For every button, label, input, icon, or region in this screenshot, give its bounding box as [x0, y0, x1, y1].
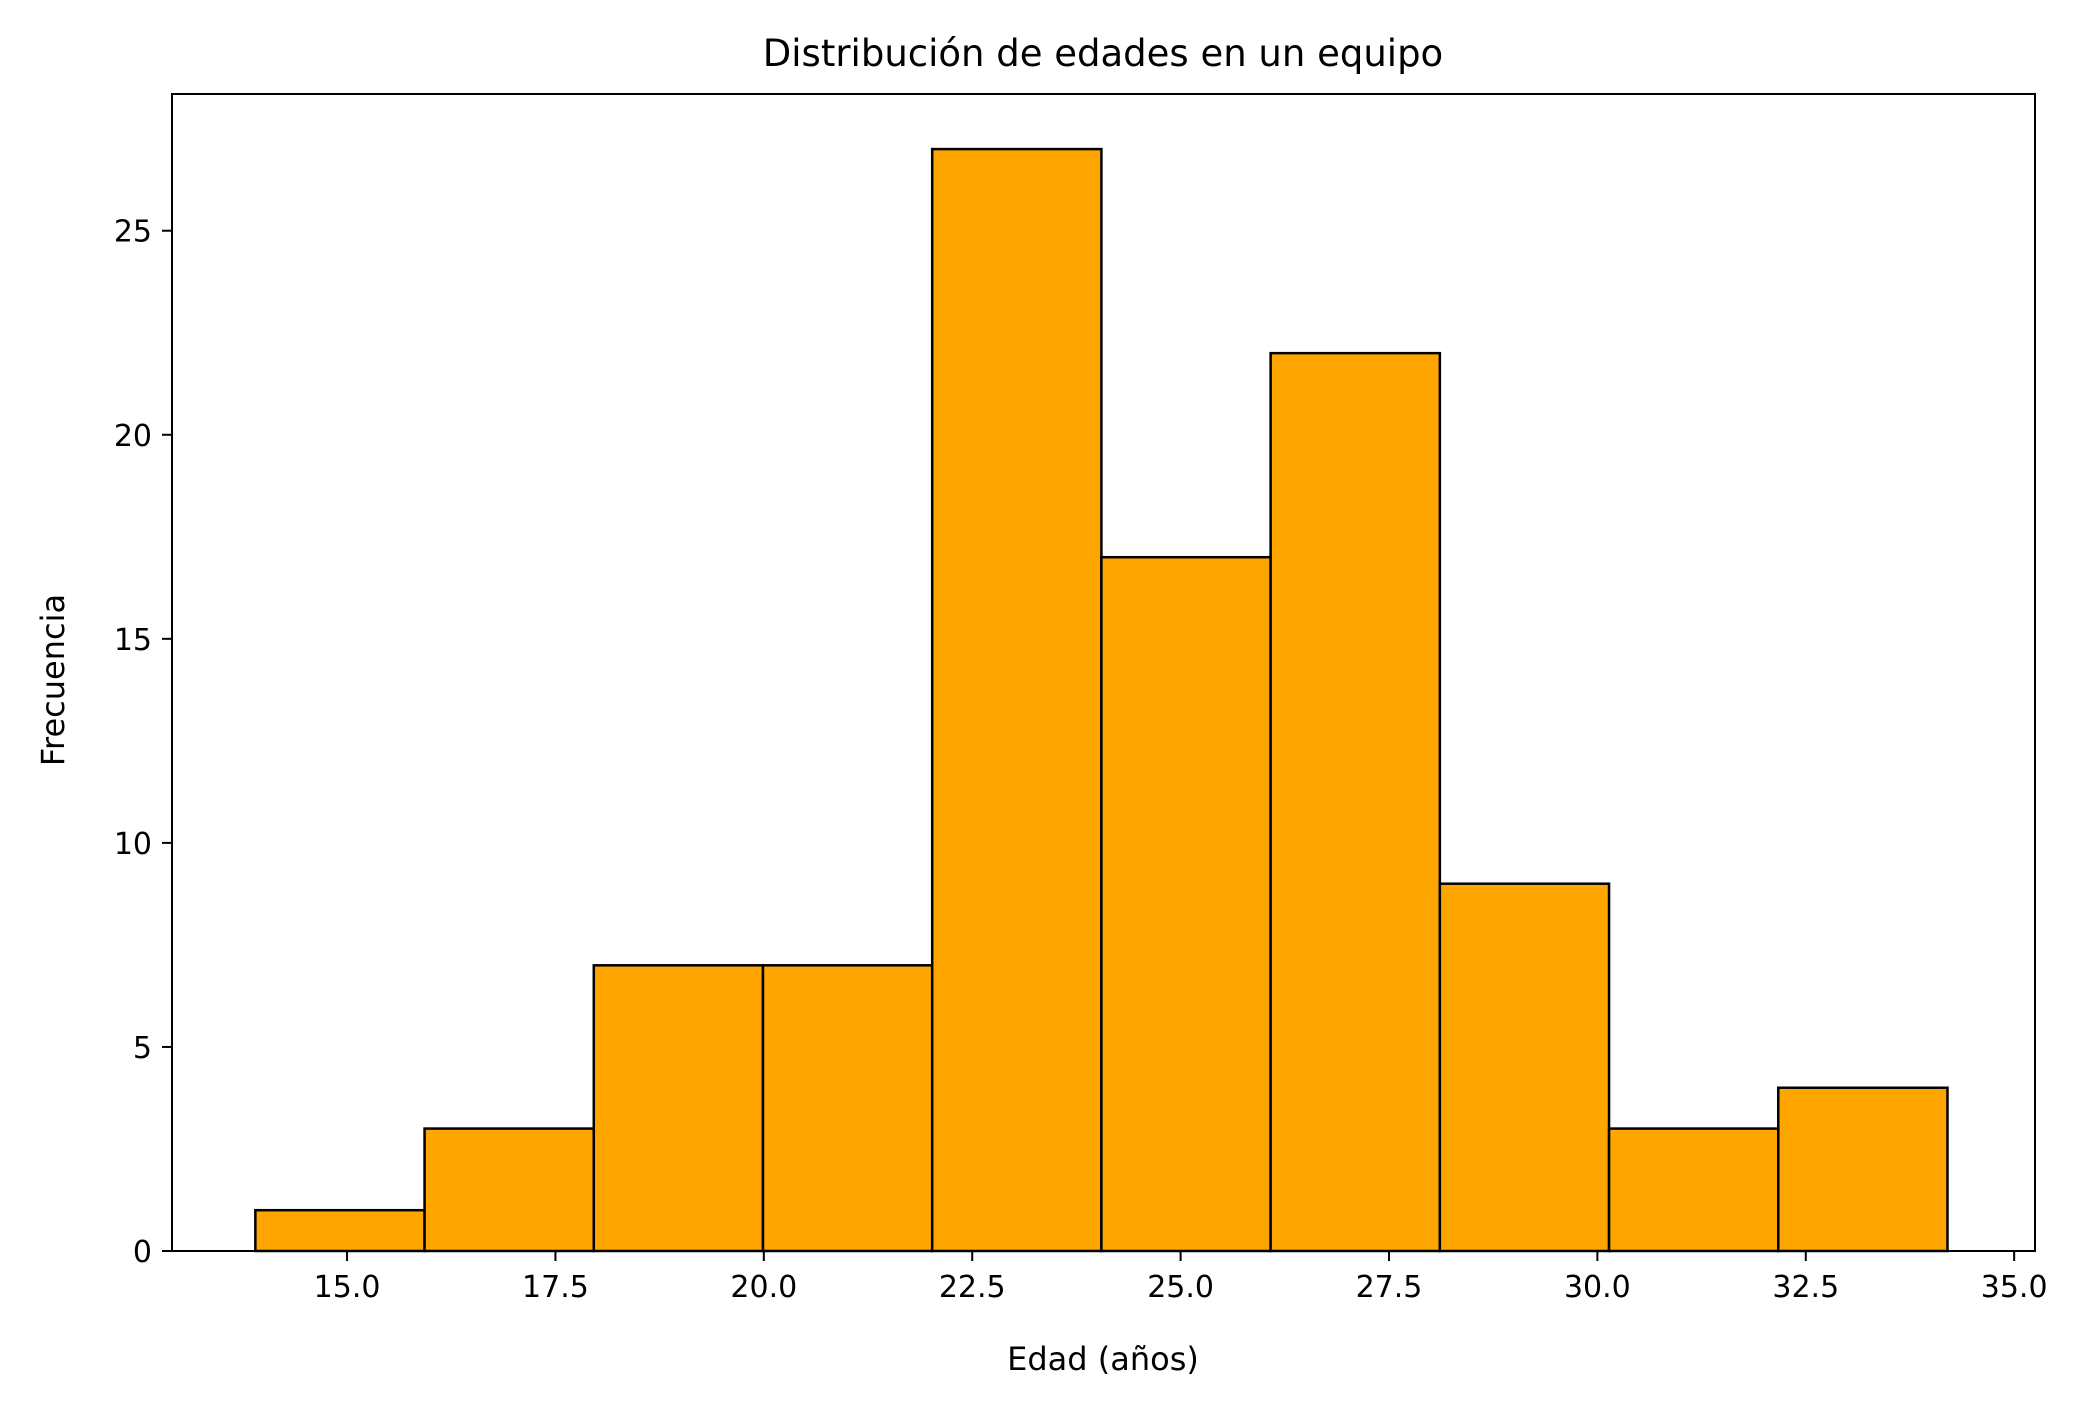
histogram-bar-3: [592, 964, 765, 1253]
y-tick-label: 5: [133, 1031, 152, 1066]
histogram-bar-1: [254, 1208, 426, 1253]
histogram-bar-7: [1269, 351, 1442, 1253]
x-tick-label: 35.0: [1981, 1270, 2048, 1305]
histogram-bar-8: [1438, 882, 1611, 1253]
x-tick-label: 17.5: [522, 1270, 589, 1305]
y-tick-label: 0: [133, 1235, 152, 1270]
y-tick-label: 15: [114, 623, 152, 658]
x-tick-label: 20.0: [730, 1270, 797, 1305]
y-tick-label: 10: [114, 827, 152, 862]
x-axis-ticks: 15.0 17.5 20.0 22.5 25.0 27.5 30.0 32.5 35.0: [314, 1251, 2048, 1305]
x-tick-label: 15.0: [314, 1270, 381, 1305]
x-tick-label: 27.5: [1356, 1270, 1423, 1305]
y-tick-label: 25: [114, 215, 152, 250]
bars-group: [254, 147, 1949, 1253]
histogram-bar-9: [1607, 1127, 1780, 1253]
y-tick-label: 20: [114, 419, 152, 454]
histogram-bar-10: [1777, 1086, 1949, 1253]
histogram-bar-4: [761, 964, 934, 1253]
y-axis-ticks: 0 5 10 15 20 25: [114, 215, 172, 1270]
y-axis-label: Frecuencia: [34, 594, 72, 766]
x-tick-label: 30.0: [1564, 1270, 1631, 1305]
plot-frame: [171, 93, 2036, 1252]
x-tick-label: 32.5: [1772, 1270, 1839, 1305]
x-tick-label: 22.5: [939, 1270, 1006, 1305]
histogram-bar-5: [930, 147, 1103, 1253]
chart-title: Distribución de edades en un equipo: [763, 32, 1443, 75]
histogram-bar-2: [423, 1127, 596, 1253]
x-tick-label: 25.0: [1147, 1270, 1214, 1305]
histogram-bar-6: [1100, 555, 1272, 1253]
x-axis-label: Edad (años): [1007, 1340, 1199, 1378]
